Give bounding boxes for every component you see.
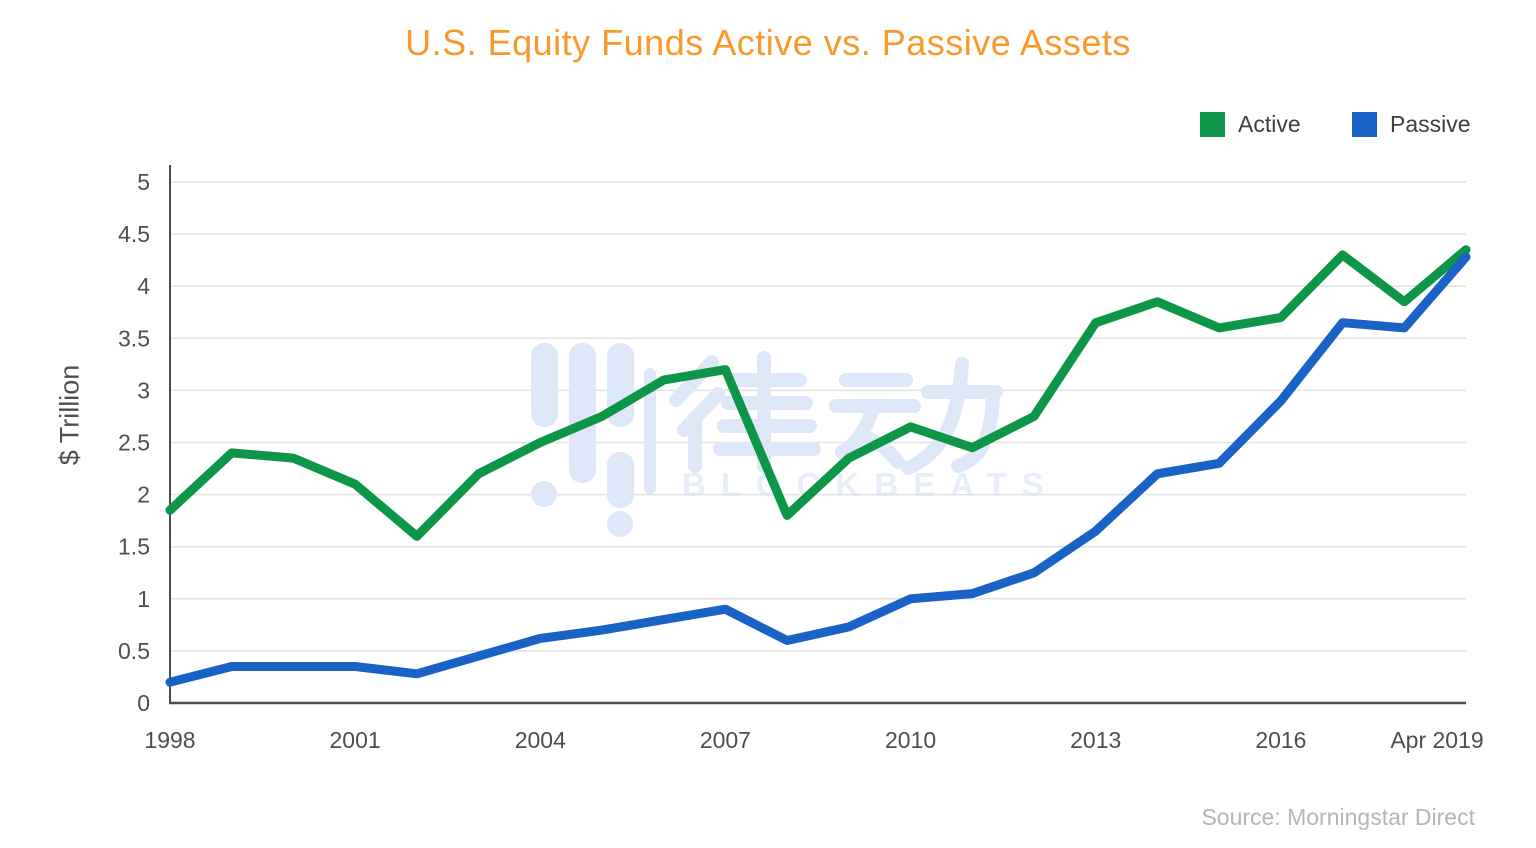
legend-label-passive: Passive [1390,110,1471,137]
y-tick-label: 1 [137,586,150,612]
x-tick-label: 1998 [144,727,195,753]
series-line-passive [165,252,1471,687]
x-tick-label: 2007 [700,727,751,753]
watermark-cn-glyphs [669,351,1003,475]
y-tick-label: 1.5 [118,534,150,560]
source-note: Source: Morningstar Direct [1201,804,1475,830]
x-tick-label: 2010 [885,727,936,753]
y-tick-label: 4.5 [118,221,150,247]
watermark-logo-bar [607,452,634,508]
x-tick-label: 2001 [330,727,381,753]
y-tick-label: 0 [137,690,150,716]
x-tick-label: 2016 [1255,727,1306,753]
series-line-active [165,245,1471,541]
y-tick-label: 3 [137,377,150,403]
legend-swatch-active [1200,111,1225,137]
y-tick-label: 2 [137,482,150,508]
watermark-logo-bar [644,368,656,494]
watermark-text-en: BLOCKBEATS [682,466,1059,503]
watermark-logo-dot [531,481,557,507]
legend-label-active: Active [1238,110,1301,137]
y-tick-label: 3.5 [118,325,150,351]
chart-title: U.S. Equity Funds Active vs. Passive Ass… [405,22,1131,63]
legend-swatch-passive [1352,111,1377,137]
x-tick-label: 2013 [1070,727,1121,753]
watermark-logo-bar [531,343,558,427]
y-tick-label: 5 [137,169,150,195]
y-tick-label: 2.5 [118,430,150,456]
y-tick-label: 4 [137,273,150,299]
legend-item-passive: Passive [1352,110,1471,138]
legend-item-active: Active [1200,110,1301,138]
watermark-logo-dot [607,511,633,537]
watermark-logo-bar [569,343,596,483]
x-tick-label: 2004 [515,727,566,753]
x-tick-label: Apr 2019 [1390,727,1483,753]
y-tick-label: 0.5 [118,638,150,664]
